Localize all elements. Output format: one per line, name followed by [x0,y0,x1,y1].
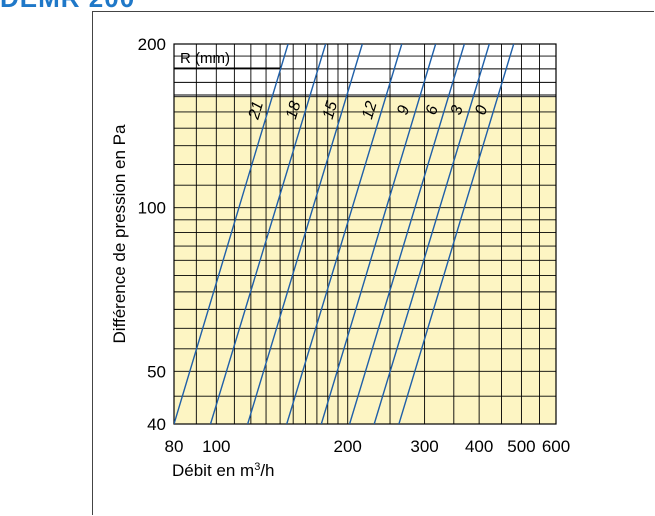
series-line-9 [320,44,437,424]
y-tick-label: 100 [138,199,166,218]
series-label-12: 12 [359,99,380,121]
x-tick-label: 500 [507,437,535,456]
y-axis-label: Différence de pression en Pa [110,124,129,343]
plot-border [173,43,557,425]
x-axis-label: Débit en m3/h [172,461,275,480]
series-line-21 [174,44,289,424]
series-label-18: 18 [283,99,304,121]
series-line-6 [348,44,466,424]
series-line-3 [373,44,490,424]
series-line-18 [209,44,327,424]
x-tick-label: 100 [202,437,230,456]
legend-header: R (mm) [180,50,230,67]
y-tick-label: 50 [147,362,166,381]
chart-frame [92,11,654,515]
x-tick-label: 200 [334,437,362,456]
y-tick-label: 200 [138,35,166,54]
series-line-12 [286,44,403,424]
series-label-15: 15 [320,99,341,121]
x-tick-label: 80 [165,437,184,456]
x-tick-label: 600 [542,437,570,456]
x-tick-label: 300 [410,437,438,456]
y-tick-label: 40 [147,415,166,434]
page-title: DEMR 200 [0,0,135,11]
series-label-21: 21 [245,99,267,122]
x-tick-label: 400 [465,437,493,456]
series-line-0 [398,44,515,424]
series-line-15 [247,44,363,424]
